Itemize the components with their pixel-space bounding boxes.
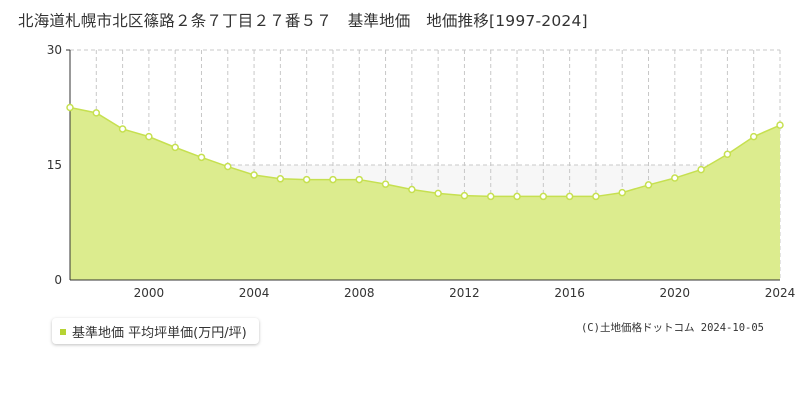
data-point-2009 bbox=[381, 180, 390, 188]
data-point-2012 bbox=[460, 191, 469, 200]
copyright-text: (C)土地価格ドットコム 2024-10-05 bbox=[580, 322, 764, 334]
data-point-2015 bbox=[539, 192, 548, 201]
data-point-2008 bbox=[355, 175, 364, 184]
y-tick-label-15: 15 bbox=[47, 158, 62, 172]
data-point-1998 bbox=[92, 109, 101, 117]
x-tick-label-2000: 2000 bbox=[134, 286, 165, 300]
data-point-2006 bbox=[302, 175, 311, 184]
axes bbox=[66, 49, 780, 281]
legend-label: 基準地価 平均坪単価(万円/坪) bbox=[72, 325, 247, 341]
data-point-2002 bbox=[197, 153, 206, 162]
data-point-2018 bbox=[618, 188, 626, 197]
data-point-2022 bbox=[723, 150, 732, 159]
legend: 基準地価 平均坪単価(万円/坪) bbox=[52, 318, 259, 344]
series-area-fill bbox=[70, 107, 780, 280]
data-point-2014 bbox=[513, 192, 521, 201]
series-markers bbox=[66, 103, 784, 201]
series-line-path bbox=[69, 106, 781, 198]
x-tick-label-2024: 2024 bbox=[765, 286, 796, 300]
x-tick-label-2012: 2012 bbox=[449, 286, 480, 300]
legend-swatch bbox=[60, 329, 66, 335]
chart-title: 北海道札幌市北区篠路２条７丁目２７番５７ 基準地価 地価推移[1997-2024… bbox=[18, 12, 588, 30]
y-tick-label-30: 30 bbox=[47, 43, 62, 57]
data-point-2020 bbox=[671, 174, 679, 182]
data-point-2011 bbox=[434, 189, 442, 198]
data-point-2001 bbox=[171, 143, 179, 152]
series-area bbox=[70, 107, 780, 280]
data-point-2007 bbox=[329, 175, 337, 184]
data-point-2019 bbox=[644, 181, 653, 189]
data-point-1997 bbox=[66, 103, 74, 112]
data-point-2024 bbox=[776, 121, 784, 129]
data-point-2010 bbox=[408, 185, 416, 194]
x-tick-label-2004: 2004 bbox=[239, 286, 270, 300]
series-line bbox=[69, 106, 781, 198]
data-point-2003 bbox=[224, 162, 232, 171]
x-tick-label-2016: 2016 bbox=[554, 286, 585, 300]
x-tick-label-2020: 2020 bbox=[660, 286, 691, 300]
data-point-2017 bbox=[592, 192, 600, 201]
data-point-2013 bbox=[486, 192, 495, 201]
tick-labels: 0 15 30 2000 2004 2008 2012 2016 2020 2024 bbox=[47, 43, 796, 300]
data-point-2016 bbox=[565, 192, 574, 201]
data-point-1999 bbox=[118, 125, 127, 133]
y-tick-label-0: 0 bbox=[54, 273, 62, 287]
data-point-2000 bbox=[145, 132, 153, 141]
x-tick-label-2008: 2008 bbox=[344, 286, 375, 300]
data-point-2004 bbox=[250, 171, 258, 179]
data-point-2021 bbox=[697, 165, 705, 174]
data-point-2023 bbox=[749, 132, 758, 141]
data-point-2005 bbox=[276, 175, 285, 183]
